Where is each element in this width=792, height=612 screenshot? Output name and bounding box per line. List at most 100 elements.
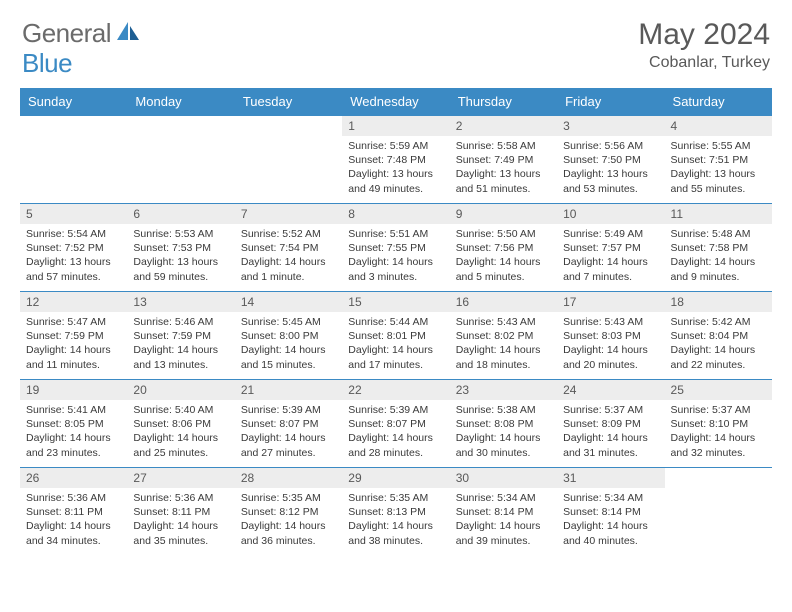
day-number: 30 — [450, 468, 557, 488]
day-data: Sunrise: 5:44 AMSunset: 8:01 PMDaylight:… — [342, 312, 449, 376]
calendar-day-cell: 28Sunrise: 5:35 AMSunset: 8:12 PMDayligh… — [235, 468, 342, 556]
day-data: Sunrise: 5:47 AMSunset: 7:59 PMDaylight:… — [20, 312, 127, 376]
day-number: 28 — [235, 468, 342, 488]
calendar-day-cell: 26Sunrise: 5:36 AMSunset: 8:11 PMDayligh… — [20, 468, 127, 556]
day-number: 14 — [235, 292, 342, 312]
calendar-day-cell: 2Sunrise: 5:58 AMSunset: 7:49 PMDaylight… — [450, 116, 557, 204]
day-number: 20 — [127, 380, 234, 400]
calendar-day-cell: 20Sunrise: 5:40 AMSunset: 8:06 PMDayligh… — [127, 380, 234, 468]
day-number: 23 — [450, 380, 557, 400]
calendar-row: 19Sunrise: 5:41 AMSunset: 8:05 PMDayligh… — [20, 380, 772, 468]
day-data: Sunrise: 5:53 AMSunset: 7:53 PMDaylight:… — [127, 224, 234, 288]
calendar-day-cell: 16Sunrise: 5:43 AMSunset: 8:02 PMDayligh… — [450, 292, 557, 380]
day-data: Sunrise: 5:37 AMSunset: 8:09 PMDaylight:… — [557, 400, 664, 464]
calendar-day-cell: 7Sunrise: 5:52 AMSunset: 7:54 PMDaylight… — [235, 204, 342, 292]
day-number: 19 — [20, 380, 127, 400]
calendar-day-cell: 25Sunrise: 5:37 AMSunset: 8:10 PMDayligh… — [665, 380, 772, 468]
day-data: Sunrise: 5:59 AMSunset: 7:48 PMDaylight:… — [342, 136, 449, 200]
day-data: Sunrise: 5:40 AMSunset: 8:06 PMDaylight:… — [127, 400, 234, 464]
day-number: 31 — [557, 468, 664, 488]
day-number: 17 — [557, 292, 664, 312]
weekday-header: Friday — [557, 88, 664, 116]
calendar-day-cell: 6Sunrise: 5:53 AMSunset: 7:53 PMDaylight… — [127, 204, 234, 292]
calendar-day-cell: 14Sunrise: 5:45 AMSunset: 8:00 PMDayligh… — [235, 292, 342, 380]
day-data: Sunrise: 5:52 AMSunset: 7:54 PMDaylight:… — [235, 224, 342, 288]
day-data: Sunrise: 5:34 AMSunset: 8:14 PMDaylight:… — [557, 488, 664, 552]
day-data: Sunrise: 5:51 AMSunset: 7:55 PMDaylight:… — [342, 224, 449, 288]
calendar-empty-cell — [20, 116, 127, 204]
day-number: 10 — [557, 204, 664, 224]
header: General May 2024 Cobanlar, Turkey — [0, 0, 792, 80]
day-number: 8 — [342, 204, 449, 224]
day-data: Sunrise: 5:37 AMSunset: 8:10 PMDaylight:… — [665, 400, 772, 464]
day-number: 22 — [342, 380, 449, 400]
calendar-empty-cell — [665, 468, 772, 556]
day-number: 15 — [342, 292, 449, 312]
weekday-header: Saturday — [665, 88, 772, 116]
calendar-day-cell: 29Sunrise: 5:35 AMSunset: 8:13 PMDayligh… — [342, 468, 449, 556]
calendar-day-cell: 13Sunrise: 5:46 AMSunset: 7:59 PMDayligh… — [127, 292, 234, 380]
day-data: Sunrise: 5:56 AMSunset: 7:50 PMDaylight:… — [557, 136, 664, 200]
brand-part2-wrap: Blue — [22, 48, 72, 79]
day-number: 2 — [450, 116, 557, 136]
day-data: Sunrise: 5:43 AMSunset: 8:03 PMDaylight:… — [557, 312, 664, 376]
calendar-day-cell: 8Sunrise: 5:51 AMSunset: 7:55 PMDaylight… — [342, 204, 449, 292]
day-number: 18 — [665, 292, 772, 312]
calendar-day-cell: 22Sunrise: 5:39 AMSunset: 8:07 PMDayligh… — [342, 380, 449, 468]
day-number: 26 — [20, 468, 127, 488]
day-number: 21 — [235, 380, 342, 400]
day-number: 29 — [342, 468, 449, 488]
day-number: 27 — [127, 468, 234, 488]
day-number: 5 — [20, 204, 127, 224]
brand-part1: General — [22, 18, 111, 49]
calendar-day-cell: 24Sunrise: 5:37 AMSunset: 8:09 PMDayligh… — [557, 380, 664, 468]
day-data: Sunrise: 5:34 AMSunset: 8:14 PMDaylight:… — [450, 488, 557, 552]
calendar-day-cell: 27Sunrise: 5:36 AMSunset: 8:11 PMDayligh… — [127, 468, 234, 556]
calendar-day-cell: 10Sunrise: 5:49 AMSunset: 7:57 PMDayligh… — [557, 204, 664, 292]
weekday-header: Thursday — [450, 88, 557, 116]
title-block: May 2024 Cobanlar, Turkey — [638, 18, 770, 72]
calendar-day-cell: 12Sunrise: 5:47 AMSunset: 7:59 PMDayligh… — [20, 292, 127, 380]
calendar-day-cell: 4Sunrise: 5:55 AMSunset: 7:51 PMDaylight… — [665, 116, 772, 204]
day-data: Sunrise: 5:46 AMSunset: 7:59 PMDaylight:… — [127, 312, 234, 376]
day-number: 13 — [127, 292, 234, 312]
day-number: 7 — [235, 204, 342, 224]
weekday-header: Wednesday — [342, 88, 449, 116]
day-data: Sunrise: 5:58 AMSunset: 7:49 PMDaylight:… — [450, 136, 557, 200]
calendar-row: 1Sunrise: 5:59 AMSunset: 7:48 PMDaylight… — [20, 116, 772, 204]
calendar-day-cell: 23Sunrise: 5:38 AMSunset: 8:08 PMDayligh… — [450, 380, 557, 468]
calendar-day-cell: 5Sunrise: 5:54 AMSunset: 7:52 PMDaylight… — [20, 204, 127, 292]
calendar-day-cell: 18Sunrise: 5:42 AMSunset: 8:04 PMDayligh… — [665, 292, 772, 380]
day-number: 6 — [127, 204, 234, 224]
calendar-day-cell: 1Sunrise: 5:59 AMSunset: 7:48 PMDaylight… — [342, 116, 449, 204]
day-number: 16 — [450, 292, 557, 312]
calendar-empty-cell — [235, 116, 342, 204]
calendar-day-cell: 11Sunrise: 5:48 AMSunset: 7:58 PMDayligh… — [665, 204, 772, 292]
brand-sail-icon — [115, 20, 141, 47]
calendar-day-cell: 3Sunrise: 5:56 AMSunset: 7:50 PMDaylight… — [557, 116, 664, 204]
month-title: May 2024 — [638, 18, 770, 52]
day-number: 25 — [665, 380, 772, 400]
day-number: 4 — [665, 116, 772, 136]
day-data: Sunrise: 5:49 AMSunset: 7:57 PMDaylight:… — [557, 224, 664, 288]
calendar-row: 5Sunrise: 5:54 AMSunset: 7:52 PMDaylight… — [20, 204, 772, 292]
calendar-day-cell: 30Sunrise: 5:34 AMSunset: 8:14 PMDayligh… — [450, 468, 557, 556]
calendar-day-cell: 9Sunrise: 5:50 AMSunset: 7:56 PMDaylight… — [450, 204, 557, 292]
day-data: Sunrise: 5:38 AMSunset: 8:08 PMDaylight:… — [450, 400, 557, 464]
day-data: Sunrise: 5:39 AMSunset: 8:07 PMDaylight:… — [235, 400, 342, 464]
day-data: Sunrise: 5:55 AMSunset: 7:51 PMDaylight:… — [665, 136, 772, 200]
day-number: 9 — [450, 204, 557, 224]
calendar-table: SundayMondayTuesdayWednesdayThursdayFrid… — [20, 88, 772, 556]
day-data: Sunrise: 5:39 AMSunset: 8:07 PMDaylight:… — [342, 400, 449, 464]
brand-part2: Blue — [22, 48, 72, 78]
location: Cobanlar, Turkey — [638, 54, 770, 72]
day-data: Sunrise: 5:41 AMSunset: 8:05 PMDaylight:… — [20, 400, 127, 464]
day-data: Sunrise: 5:36 AMSunset: 8:11 PMDaylight:… — [127, 488, 234, 552]
day-number: 1 — [342, 116, 449, 136]
calendar-day-cell: 15Sunrise: 5:44 AMSunset: 8:01 PMDayligh… — [342, 292, 449, 380]
day-data: Sunrise: 5:48 AMSunset: 7:58 PMDaylight:… — [665, 224, 772, 288]
day-number: 12 — [20, 292, 127, 312]
calendar-day-cell: 19Sunrise: 5:41 AMSunset: 8:05 PMDayligh… — [20, 380, 127, 468]
day-number: 24 — [557, 380, 664, 400]
day-data: Sunrise: 5:42 AMSunset: 8:04 PMDaylight:… — [665, 312, 772, 376]
